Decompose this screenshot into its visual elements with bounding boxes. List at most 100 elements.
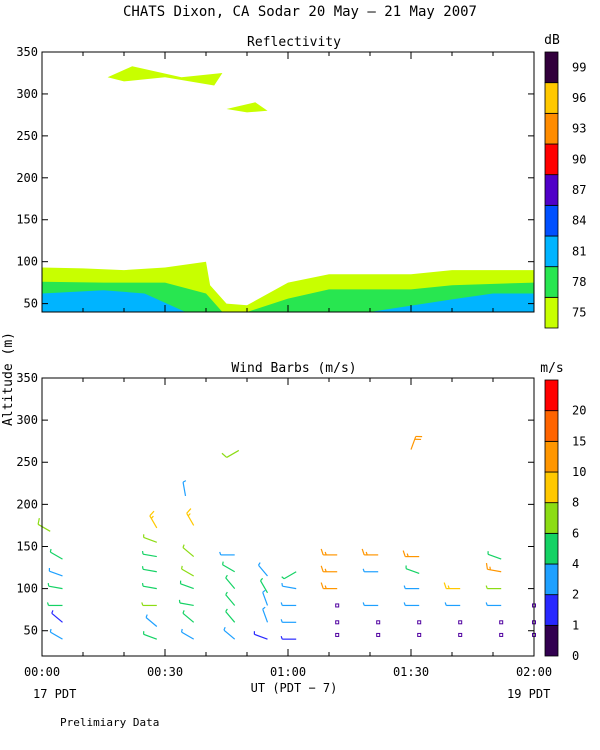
- wind-barb: [180, 565, 194, 577]
- wind-barb-half-feather: [280, 602, 283, 606]
- wind-barb-half-feather: [262, 589, 266, 593]
- reflectivity-colorbar-unit: dB: [544, 33, 560, 48]
- calm-marker: [458, 620, 463, 625]
- colorbar-label: 90: [572, 152, 586, 166]
- wind-barb: [47, 582, 63, 590]
- y-tick-label: 50: [24, 297, 38, 311]
- colorbar-label: 0: [572, 649, 579, 663]
- y-tick-label: 250: [16, 455, 38, 469]
- colorbar-swatch: [544, 296, 559, 329]
- colorbar: 75 78 81 84 87 90 93 96 99: [544, 51, 586, 329]
- x-tick-label: 00:30: [147, 665, 183, 679]
- calm-marker: [458, 632, 463, 637]
- wind-barb: [223, 626, 236, 640]
- wind-barb: [143, 631, 158, 640]
- wind-barbs-title: Wind Barbs (m/s): [231, 361, 356, 376]
- x-axis-label: UT (PDT − 7): [251, 681, 338, 695]
- y-tick-label: 150: [16, 213, 38, 227]
- calm-marker: [335, 620, 340, 625]
- colorbar-label: 93: [572, 122, 586, 136]
- wind-barb-shaft: [259, 580, 269, 594]
- wind-barb-shaft: [149, 515, 158, 529]
- wind-barb-half-feather: [46, 602, 50, 606]
- colorbar-label: 1: [572, 618, 579, 632]
- wind-barb-shaft: [48, 585, 63, 590]
- wind-barb-shaft: [181, 568, 194, 577]
- wind-barb-shaft: [182, 612, 195, 623]
- wind-barbs-panel: Wind Barbs (m/s) 5010015020025030035000:…: [16, 361, 586, 679]
- wind-barb-half-feather: [221, 561, 224, 565]
- x-right-note: 19 PDT: [507, 687, 550, 701]
- y-tick-label: 350: [16, 371, 38, 385]
- wind-barb: [403, 602, 420, 607]
- wind-barb-half-feather: [141, 602, 144, 606]
- wind-barb-feather: [320, 548, 324, 556]
- reflectivity-title: Reflectivity: [247, 35, 341, 50]
- wind-barb-shaft: [258, 564, 268, 577]
- y-tick-label: 100: [16, 582, 38, 596]
- wind-barb: [149, 510, 158, 529]
- colorbar-swatch: [544, 532, 559, 565]
- colorbar-label: 8: [572, 496, 579, 510]
- reflectivity-contour-3: [107, 66, 223, 86]
- colorbar-label: 78: [572, 275, 586, 289]
- colorbar-label: 81: [572, 244, 586, 258]
- wind-barb: [51, 610, 63, 623]
- wind-barb-shaft: [223, 629, 236, 640]
- wind-barb: [182, 544, 195, 558]
- wind-barb-shaft: [143, 633, 158, 640]
- colorbar-swatch: [544, 379, 559, 412]
- wind-barb: [262, 606, 269, 623]
- wind-barb-shaft: [49, 570, 63, 577]
- wind-barb-half-feather: [281, 576, 285, 580]
- wind-barb-shaft: [487, 553, 502, 560]
- calm-marker: [376, 632, 381, 637]
- wind-barb: [485, 602, 502, 607]
- colorbar-label: 75: [572, 306, 586, 320]
- wind-barb-shaft: [51, 612, 63, 623]
- x-tick-label: 01:30: [393, 665, 429, 679]
- colorbar-label: 20: [572, 404, 586, 418]
- wind-barb-shaft: [181, 631, 194, 640]
- wind-barb-half-feather: [447, 585, 450, 589]
- wind-barb-shaft: [225, 577, 236, 589]
- wind-barb: [281, 582, 297, 590]
- wind-barb-half-feather: [180, 628, 183, 633]
- wind-barb-shaft: [222, 564, 235, 573]
- wind-barb-half-feather: [362, 602, 365, 606]
- wind-barb: [443, 582, 461, 590]
- wind-barb-half-feather: [150, 515, 154, 519]
- calm-marker: [335, 603, 340, 608]
- wind-barb-feather: [320, 565, 324, 572]
- x-tick-label: 01:00: [270, 665, 306, 679]
- wind-barb: [320, 565, 338, 573]
- wind-barb: [143, 534, 158, 543]
- wind-barb: [361, 548, 379, 556]
- wind-barb: [219, 551, 235, 556]
- wind-barb-shaft: [142, 585, 157, 590]
- wind-barb: [46, 602, 63, 607]
- wind-barb-half-feather: [324, 568, 327, 572]
- colorbar-swatch: [544, 410, 559, 442]
- wind-barb: [178, 599, 194, 607]
- wind-barb-shaft: [182, 482, 187, 497]
- wind-barb: [49, 548, 63, 560]
- colorbar-label: 99: [572, 60, 586, 74]
- wind-barb-shaft: [182, 547, 195, 558]
- y-tick-label: 200: [16, 497, 38, 511]
- wind-barb-shaft: [225, 611, 236, 623]
- wind-barb-feather: [320, 582, 324, 589]
- wind-barb: [362, 602, 379, 607]
- wind-barb-half-feather: [180, 565, 183, 570]
- wind-barb: [487, 551, 502, 560]
- wind-barb-shaft: [37, 523, 51, 532]
- colorbar-label: 96: [572, 91, 586, 105]
- wind-barb: [485, 562, 502, 573]
- wind-barb-feather: [37, 518, 40, 525]
- y-tick-label: 350: [16, 45, 38, 59]
- wind-barb: [280, 635, 297, 640]
- wind-barb-shaft: [142, 553, 157, 558]
- chart-title: CHATS Dixon, CA Sodar 20 May — 21 May 20…: [123, 4, 477, 20]
- wind-barb-feather: [221, 452, 228, 458]
